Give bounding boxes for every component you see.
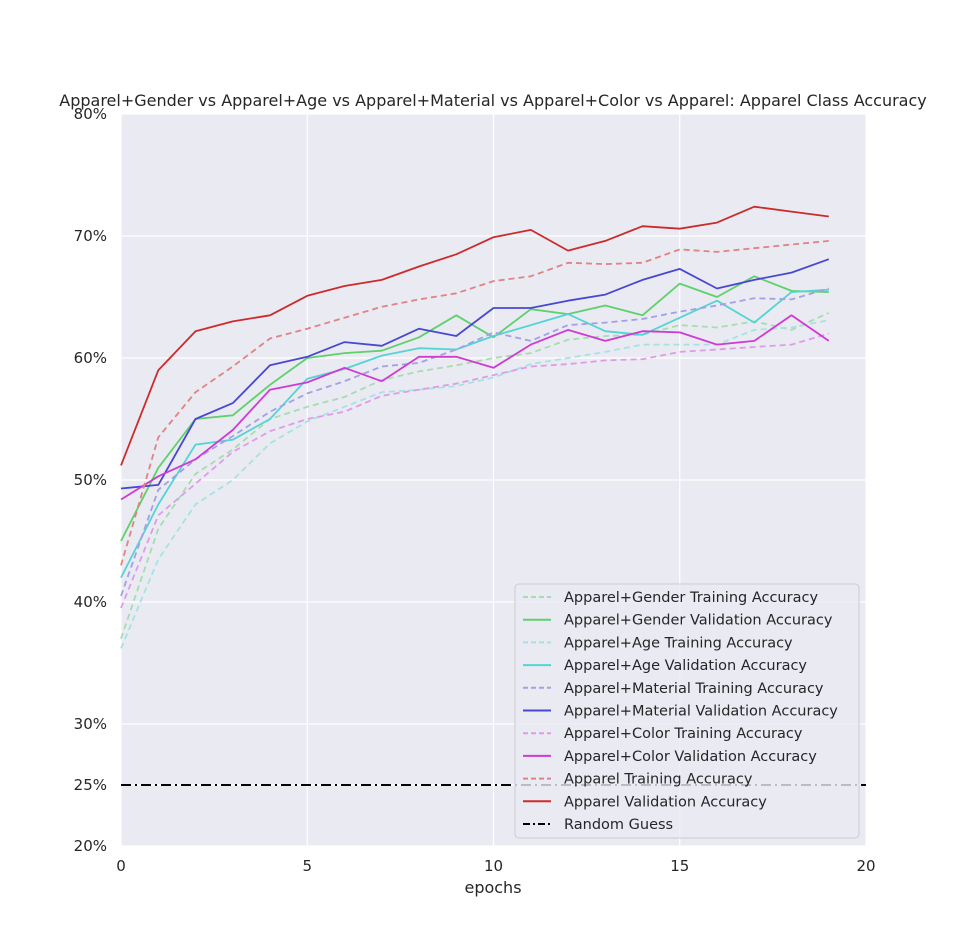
legend-label: Apparel Validation Accuracy bbox=[564, 794, 767, 810]
legend-label: Random Guess bbox=[564, 817, 673, 833]
y-tick-label: 60% bbox=[74, 349, 107, 367]
legend-label: Apparel+Gender Training Accuracy bbox=[564, 590, 818, 606]
grid bbox=[120, 113, 867, 847]
series-line-7 bbox=[120, 314, 830, 501]
legend-label: Apparel Training Accuracy bbox=[564, 772, 753, 788]
legend-label: Apparel+Color Validation Accuracy bbox=[564, 749, 817, 765]
chart-title: Apparel+Gender vs Apparel+Age vs Apparel… bbox=[59, 91, 926, 110]
legend-label: Apparel+Age Validation Accuracy bbox=[564, 658, 807, 674]
legend-label: Apparel+Material Validation Accuracy bbox=[564, 704, 838, 720]
legend-label: Apparel+Material Training Accuracy bbox=[564, 681, 824, 697]
y-tick-label: 50% bbox=[74, 471, 107, 489]
series-line-1 bbox=[120, 275, 829, 542]
x-axis-label: epochs bbox=[464, 878, 521, 897]
x-tick-label: 0 bbox=[116, 857, 126, 875]
x-tick-label: 5 bbox=[302, 857, 312, 875]
series-line-5 bbox=[120, 258, 830, 490]
y-tick-label: 80% bbox=[74, 105, 107, 123]
legend-box bbox=[514, 583, 860, 839]
legend-items: Apparel+Gender Training Accuracy Apparel+… bbox=[523, 590, 838, 833]
y-axis: 20% 25% 30% 40% 50% 60% 70% 80% bbox=[74, 105, 107, 855]
series-line-6 bbox=[120, 332, 830, 609]
series-line-0 bbox=[120, 312, 830, 639]
legend: Apparel+Gender Training Accuracy Apparel+… bbox=[514, 583, 860, 839]
y-tick-label: 70% bbox=[74, 227, 107, 245]
legend-label: Apparel+Gender Validation Accuracy bbox=[564, 613, 833, 629]
series-line-9 bbox=[120, 205, 829, 466]
y-tick-label: 40% bbox=[74, 593, 107, 611]
series-line-4 bbox=[120, 287, 830, 597]
y-tick-label: 30% bbox=[74, 715, 107, 733]
y-tick-label: 20% bbox=[74, 837, 107, 855]
y-tick-label: 25% bbox=[74, 776, 107, 794]
x-tick-label: 15 bbox=[670, 857, 689, 875]
series-layer bbox=[120, 205, 830, 649]
legend-label: Apparel+Color Training Accuracy bbox=[564, 726, 803, 742]
x-tick-label: 10 bbox=[484, 857, 503, 875]
x-axis: 0 5 10 15 20 bbox=[116, 857, 875, 875]
legend-label: Apparel+Age Training Accuracy bbox=[564, 635, 793, 651]
x-tick-label: 20 bbox=[856, 857, 875, 875]
series-line-8 bbox=[120, 240, 829, 566]
series-line-3 bbox=[120, 288, 829, 579]
